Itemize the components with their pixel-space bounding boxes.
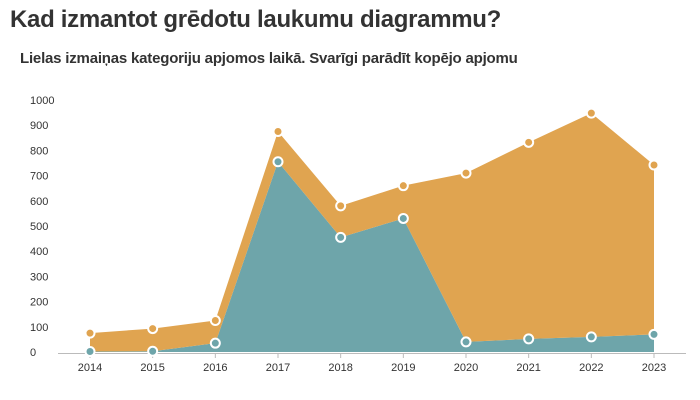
y-tick-label: 900 bbox=[30, 120, 48, 132]
chart-markers bbox=[84, 107, 660, 357]
y-tick-label: 700 bbox=[30, 171, 48, 183]
chart-areas bbox=[90, 113, 654, 352]
series-1-area bbox=[90, 161, 654, 352]
series-1-point bbox=[523, 333, 535, 345]
x-tick-label: 2020 bbox=[454, 362, 478, 374]
y-tick-label: 200 bbox=[30, 297, 48, 309]
y-tick-label: 400 bbox=[30, 246, 48, 258]
x-tick-label: 2017 bbox=[266, 362, 290, 374]
y-tick-label: 0 bbox=[30, 347, 36, 359]
series-1-point bbox=[209, 337, 221, 349]
chart-title: Kad izmantot grēdotu laukumu diagrammu? bbox=[10, 6, 501, 33]
series-2-point bbox=[209, 315, 221, 326]
series-2-area bbox=[90, 113, 654, 352]
series-2-point bbox=[84, 327, 96, 339]
series-2-point bbox=[460, 167, 472, 179]
series-2-point bbox=[335, 200, 347, 212]
x-tick-label: 2014 bbox=[78, 362, 102, 374]
series-2-point bbox=[523, 136, 535, 148]
series-2-point bbox=[272, 126, 284, 137]
x-tick-label: 2019 bbox=[391, 362, 415, 374]
y-axis: 0 100 200 300 400 500 600 700 800 900 1000 bbox=[30, 95, 54, 359]
series-2-point bbox=[648, 159, 660, 171]
y-tick-label: 1000 bbox=[30, 95, 54, 107]
y-tick-label: 500 bbox=[30, 221, 48, 233]
y-tick-label: 100 bbox=[30, 322, 48, 334]
series-2-point bbox=[397, 180, 409, 192]
series-1-point bbox=[397, 212, 409, 224]
series-1-point bbox=[335, 231, 347, 243]
y-tick-label: 800 bbox=[30, 145, 48, 157]
series-1-point bbox=[585, 331, 597, 343]
series-2-point bbox=[147, 323, 159, 335]
x-tick-label: 2023 bbox=[642, 362, 666, 374]
series-1-point bbox=[272, 156, 284, 168]
x-tick-label: 2016 bbox=[203, 362, 227, 374]
series-1-point bbox=[84, 345, 96, 357]
x-tick-label: 2021 bbox=[516, 362, 540, 374]
y-tick-label: 300 bbox=[30, 271, 48, 283]
x-axis: 2014 2015 2016 2017 2018 2019 2020 2021 2022 2023 bbox=[78, 354, 666, 374]
series-1-point bbox=[460, 336, 472, 348]
x-tick-label: 2018 bbox=[328, 362, 352, 374]
series-2-point bbox=[585, 107, 597, 119]
series-1-point bbox=[648, 328, 660, 340]
chart-subtitle: Lielas izmaiņas kategoriju apjomos laikā… bbox=[20, 50, 518, 67]
x-tick-label: 2022 bbox=[579, 362, 603, 374]
series-1-point bbox=[147, 345, 159, 357]
x-tick-label: 2015 bbox=[140, 362, 164, 374]
y-tick-label: 600 bbox=[30, 196, 48, 208]
